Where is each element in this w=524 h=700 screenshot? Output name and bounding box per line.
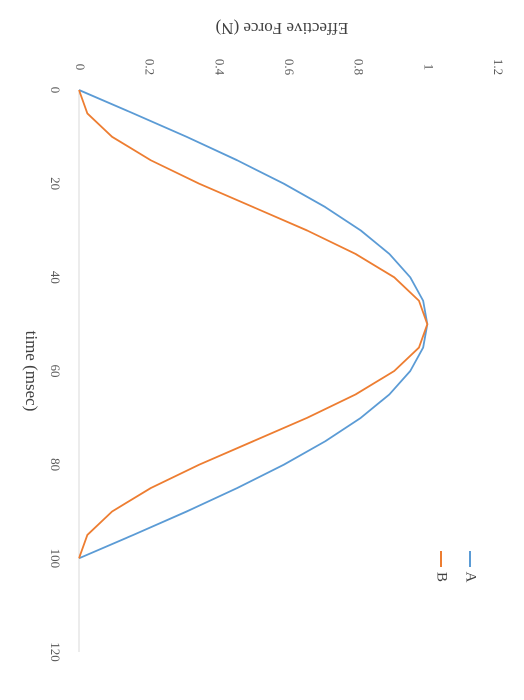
force-tick-label: 0.2 — [143, 59, 158, 75]
time-axis-title: time (msec) — [22, 331, 41, 412]
legend-label-a: A — [463, 572, 479, 583]
force-tick-label: 0.8 — [352, 59, 367, 75]
force-axis-title: Effective Force (N) — [216, 19, 349, 38]
force-tick-label: 0.4 — [212, 59, 227, 76]
series-line-b — [78, 89, 429, 559]
tick-labels: 0 0.2 0.4 0.6 0.8 1 1.2 0 20 40 60 80 100 120 — [48, 59, 506, 662]
legend: AB — [434, 551, 479, 583]
force-tick-label: 1 — [421, 64, 436, 71]
force-tick-label: 1.2 — [491, 59, 506, 75]
time-tick-label: 60 — [48, 365, 63, 378]
legend-label-b: B — [434, 572, 450, 582]
force-tick-label: 0.6 — [282, 59, 297, 76]
time-tick-label: 100 — [48, 549, 63, 569]
time-tick-label: 80 — [48, 458, 63, 471]
time-tick-label: 0 — [48, 87, 63, 94]
series-line-a — [78, 89, 429, 560]
force-tick-label: 0 — [73, 64, 88, 71]
time-tick-label: 40 — [48, 271, 63, 284]
time-tick-label: 20 — [48, 177, 63, 190]
time-tick-label: 120 — [48, 642, 63, 662]
series-lines — [78, 89, 429, 560]
